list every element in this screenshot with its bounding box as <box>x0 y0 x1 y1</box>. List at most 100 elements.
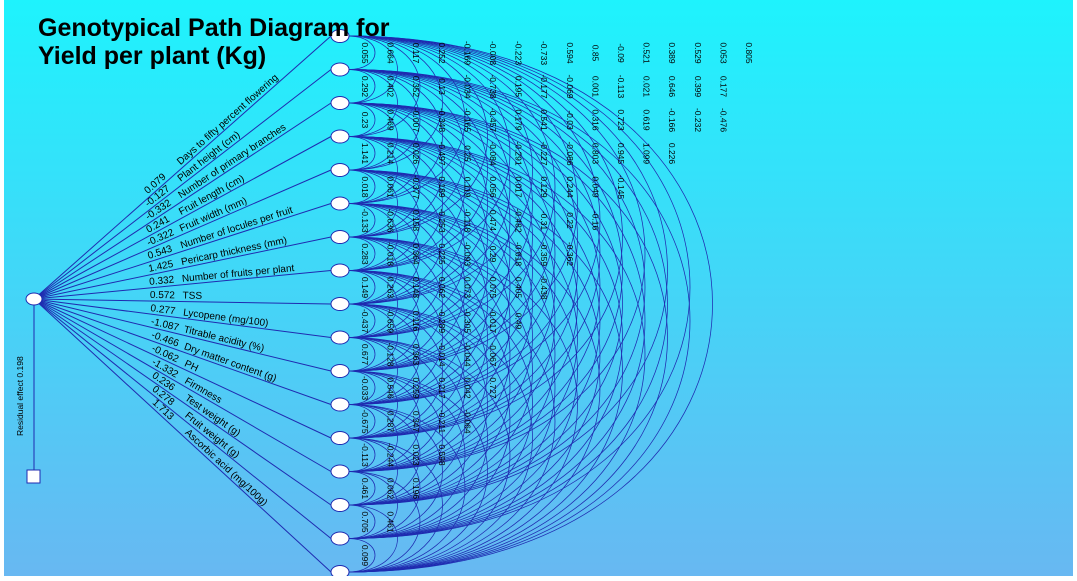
correlation-value: 0.225 <box>437 243 447 265</box>
correlation-value: -0.232 <box>693 108 703 132</box>
correlation-value: -0.211 <box>437 410 447 434</box>
correlation-value: -0.476 <box>718 108 728 132</box>
correlation-arc <box>347 404 376 439</box>
correlation-value: 0.677 <box>360 344 370 366</box>
correlation-value: -0.437 <box>360 309 370 333</box>
correlation-arc <box>347 471 421 573</box>
correlation-arc <box>347 69 376 104</box>
correlation-arc <box>347 236 556 539</box>
correlation-arc <box>347 471 398 539</box>
correlation-value: 0.546 <box>386 377 396 399</box>
variable-node <box>330 297 350 311</box>
correlation-arc <box>347 35 713 573</box>
correlation-arc <box>347 102 421 204</box>
correlation-arc <box>347 303 466 472</box>
correlation-values: 0.055 0.292 0.23 1.141 0.018 -0.133 0.283 0.149… <box>360 41 754 566</box>
correlation-arc <box>347 270 443 405</box>
correlation-arc <box>347 337 376 372</box>
correlation-value: 0.347 <box>411 411 421 433</box>
correlation-arc <box>347 136 376 171</box>
correlation-value: -0.113 <box>360 443 370 467</box>
correlation-value: -0.118 <box>462 209 472 233</box>
correlation-arc <box>347 236 466 405</box>
correlation-arc <box>347 169 421 271</box>
correlation-arc <box>347 303 421 405</box>
correlation-arc <box>347 504 398 573</box>
correlation-arc <box>347 270 533 539</box>
correlation-value: 0.244 <box>565 176 575 198</box>
correlation-arc <box>347 102 646 539</box>
correlation-arc <box>347 69 533 338</box>
correlation-arc <box>347 35 421 137</box>
correlation-arc <box>347 69 623 472</box>
variable-node <box>330 196 350 211</box>
correlation-arc <box>347 337 421 439</box>
correlation-value: -0.305 <box>462 309 472 333</box>
correlation-value: 0.316 <box>590 109 600 131</box>
correlation-arc <box>347 35 623 439</box>
variable-node <box>330 29 350 43</box>
correlation-value: -0.008 <box>488 41 498 65</box>
correlation-arc <box>347 270 398 338</box>
correlation-arc <box>347 337 466 506</box>
correlation-value: 0.116 <box>411 311 421 332</box>
correlation-value: 0.389 <box>667 42 677 64</box>
correlation-value: 0.705 <box>360 511 370 533</box>
variable-node <box>330 498 350 512</box>
correlation-value: 0.945 <box>616 143 626 165</box>
correlation-value: 0.117 <box>411 43 421 64</box>
correlation-arc <box>347 69 443 204</box>
correlation-arc <box>347 404 466 573</box>
direct-effect-line <box>33 298 332 372</box>
correlation-value: 0.119 <box>462 177 472 198</box>
correlation-arc <box>347 169 578 506</box>
correlation-arc <box>347 169 466 338</box>
correlation-arc <box>347 203 398 271</box>
correlation-value: -0.31 <box>539 211 549 231</box>
variable-node <box>330 397 350 412</box>
correlation-arc <box>347 236 421 338</box>
correlation-value: -0.165 <box>462 108 472 132</box>
correlation-value: 0.062 <box>386 478 396 500</box>
correlation-value: -0.034 <box>462 74 472 98</box>
direct-effect-line <box>33 298 332 506</box>
correlation-value: -0.033 <box>360 376 370 400</box>
correlation-value: -0.227 <box>539 141 549 165</box>
direct-effect-line <box>33 298 332 472</box>
correlation-value: 0.196 <box>411 478 421 500</box>
direct-effect-value: 0.332 <box>149 275 175 288</box>
correlation-value: -0.348 <box>437 108 447 132</box>
variable-node <box>330 431 350 445</box>
correlation-arc <box>347 136 556 439</box>
direct-effect-value: 1.425 <box>148 259 175 275</box>
correlation-arc <box>347 136 623 539</box>
correlation-value: -0.067 <box>488 342 498 366</box>
direct-effect-line <box>33 298 332 539</box>
correlation-arc <box>347 169 443 305</box>
correlation-arc <box>347 102 443 238</box>
direct-effect-line <box>33 298 332 338</box>
correlation-arc <box>347 236 443 372</box>
correlation-value: 0.148 <box>411 277 421 299</box>
correlation-value: 0.158 <box>411 210 421 232</box>
correlation-value: -0.291 <box>514 141 524 165</box>
correlation-arc <box>347 169 556 472</box>
direct-effect-line <box>33 298 332 573</box>
correlation-value: -0.133 <box>360 208 370 232</box>
correlation-value: 0.129 <box>539 176 549 198</box>
correlation-value: 0.177 <box>718 76 728 98</box>
correlation-arc <box>347 236 376 271</box>
correlation-arc <box>347 136 466 305</box>
correlation-value: -0.09 <box>616 43 626 63</box>
variable-node <box>330 163 350 177</box>
correlation-value: 0.055 <box>360 42 370 64</box>
correlation-value: -0.145 <box>616 175 626 199</box>
correlation-value: -0.017 <box>488 309 498 333</box>
correlation-value: -0.086 <box>565 141 575 165</box>
correlation-value: 0.214 <box>386 143 396 165</box>
correlation-arc <box>347 437 443 573</box>
correlation-arc <box>347 35 443 171</box>
correlation-arc <box>347 35 466 204</box>
correlation-value: -0.018 <box>386 242 396 266</box>
correlation-arc <box>347 370 421 472</box>
